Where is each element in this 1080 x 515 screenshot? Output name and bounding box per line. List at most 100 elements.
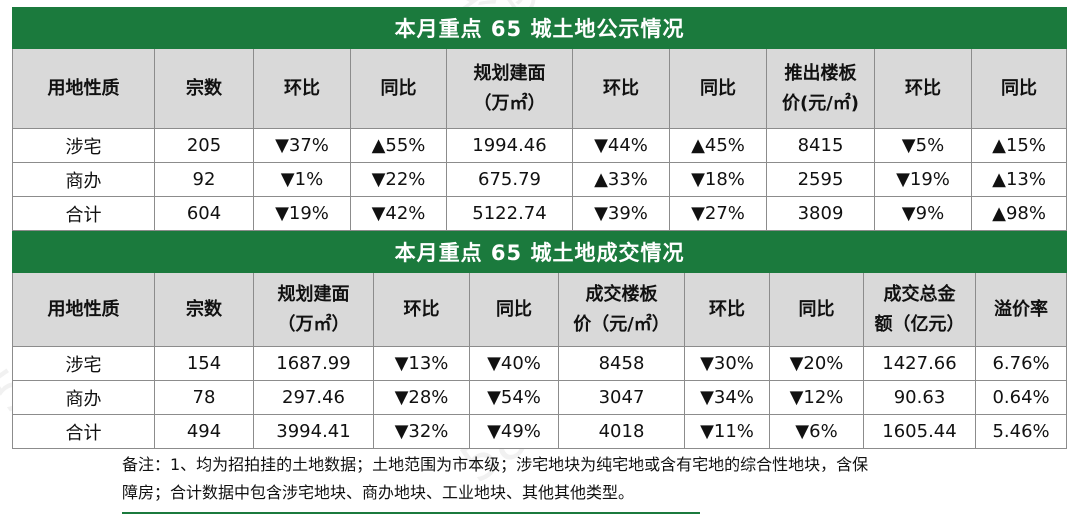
- table-cell: 297.46: [253, 380, 374, 415]
- land-transaction-table: 本月重点 65 城土地成交情况 用地性质 宗数 规划建面 （万㎡） 环比 同比 成交楼板 价（…: [11, 231, 1068, 449]
- table-cell: 6.76%: [974, 346, 1068, 381]
- table-cell: ▲45%: [669, 128, 767, 163]
- column-header-text: 环比: [709, 298, 745, 320]
- column-header-text: 额（亿元）: [874, 313, 965, 335]
- table-cell: ▼13%: [373, 346, 470, 381]
- table-cell: ▼6%: [769, 414, 864, 449]
- table-row: 涉宅 154 1687.99 ▼13% ▼40% 8458 ▼30% ▼20% 1427.66 6…: [12, 346, 1068, 381]
- listing-table-title: 本月重点 65 城土地公示情况: [11, 7, 1068, 49]
- table-cell: 92: [154, 162, 254, 197]
- column-header-text: 环比: [284, 77, 320, 99]
- table-cell: 90.63: [863, 380, 976, 415]
- table-cell: ▲55%: [350, 128, 447, 163]
- column-header-text: 用地性质: [47, 77, 120, 99]
- column-header-text: 规划建面: [473, 62, 546, 84]
- table-cell: 1687.99: [253, 346, 374, 381]
- table-cell: ▼11%: [684, 414, 770, 449]
- table-cell: 涉宅: [12, 128, 155, 163]
- transaction-table-title: 本月重点 65 城土地成交情况: [11, 231, 1068, 273]
- table-row: 涉宅 205 ▼37% ▲55% 1994.46 ▼44% ▲45% 8415 ▼5% ▲15%: [12, 128, 1068, 163]
- table-cell: ▲15%: [970, 128, 1068, 163]
- table-cell: ▼32%: [373, 414, 470, 449]
- transaction-body: 涉宅 154 1687.99 ▼13% ▼40% 8458 ▼30% ▼20% 1427.66 6…: [12, 346, 1068, 449]
- table-row: 商办 92 ▼1% ▼22% 675.79 ▲33% ▼18% 2595 ▼19% ▲13%: [12, 162, 1068, 197]
- transaction-header-row: 用地性质 宗数 规划建面 （万㎡） 环比 同比 成交楼板 价（元/㎡） 环比 同比 成交总金 额（亿元…: [12, 272, 1068, 347]
- column-header-text: 成交总金: [883, 283, 956, 305]
- column-header-text: 同比: [380, 77, 417, 99]
- column-header-text: 宗数: [186, 77, 222, 99]
- report-tables: 本月重点 65 城土地公示情况 用地性质 宗数 环比 同比 规划建面 （万㎡） 环比 同比 推出…: [11, 7, 1068, 449]
- column-header: 宗数: [154, 272, 254, 347]
- column-header-text: 价（元/㎡）: [573, 313, 670, 335]
- table-cell: 3809: [766, 196, 875, 231]
- column-header-text: 价(元/㎡): [781, 92, 860, 114]
- table-cell: 0.64%: [974, 380, 1068, 415]
- table-cell: ▼20%: [769, 346, 864, 381]
- table-cell: ▼37%: [253, 128, 351, 163]
- column-header: 同比: [669, 48, 767, 129]
- table-cell: 5122.74: [446, 196, 573, 231]
- table-cell: ▼9%: [874, 196, 972, 231]
- column-header-text: 成交楼板: [585, 283, 658, 305]
- table-cell: ▲13%: [970, 162, 1068, 197]
- column-header: 环比: [874, 48, 972, 129]
- footnote-line-2: 障房；合计数据中包含涉宅地块、商办地块、工业地块、其他其他类型。: [122, 483, 635, 502]
- table-cell: 1427.66: [863, 346, 976, 381]
- table-cell: ▼27%: [669, 196, 767, 231]
- table-cell: 8458: [558, 346, 685, 381]
- listing-header-row: 用地性质 宗数 环比 同比 规划建面 （万㎡） 环比 同比 推出楼板 价(元/㎡) 环比 同比: [12, 48, 1068, 129]
- land-listing-table: 本月重点 65 城土地公示情况 用地性质 宗数 环比 同比 规划建面 （万㎡） 环比 同比 推出…: [11, 7, 1068, 231]
- column-header: 推出楼板价(元/㎡): [766, 48, 875, 129]
- table-cell: ▼49%: [469, 414, 559, 449]
- table-cell: 涉宅: [12, 346, 155, 381]
- column-header: 溢价率: [974, 272, 1068, 347]
- table-cell: ▼39%: [572, 196, 670, 231]
- table-cell: ▼30%: [684, 346, 770, 381]
- column-header: 成交楼板价（元/㎡）: [558, 272, 685, 347]
- table-cell: 合计: [12, 414, 155, 449]
- column-header-text: 同比: [700, 77, 736, 99]
- table-cell: ▼18%: [669, 162, 767, 197]
- table-cell: ▼22%: [350, 162, 447, 197]
- column-header: 成交总金额（亿元）: [863, 272, 976, 347]
- table-cell: 4018: [558, 414, 685, 449]
- table-cell: 1994.46: [446, 128, 573, 163]
- table-cell: ▼34%: [684, 380, 770, 415]
- column-header-text: （万㎡）: [277, 313, 350, 335]
- column-header: 规划建面 （万㎡）: [446, 48, 573, 129]
- table-cell: ▲98%: [970, 196, 1068, 231]
- column-header: 用地性质: [12, 48, 155, 129]
- footnote-underline: [122, 512, 700, 514]
- column-header: 同比: [769, 272, 864, 347]
- table-row: 商办 78 297.46 ▼28% ▼54% 3047 ▼34% ▼12% 90.63 0.64%: [12, 380, 1068, 415]
- table-cell: ▼19%: [253, 196, 351, 231]
- column-header-text: 环比: [603, 77, 639, 99]
- table-cell: 8415: [766, 128, 875, 163]
- table-cell: ▼5%: [874, 128, 972, 163]
- table-cell: 1605.44: [863, 414, 976, 449]
- table-cell: 78: [154, 380, 254, 415]
- table-cell: 3047: [558, 380, 685, 415]
- column-header-text: 规划建面: [277, 283, 350, 305]
- table-cell: 5.46%: [974, 414, 1068, 449]
- footnote-line-1: 备注：1、均为招拍挂的土地数据；土地范围为市本级；涉宅地块为纯宅地或含有宅地的综…: [122, 455, 869, 474]
- table-cell: ▼12%: [769, 380, 864, 415]
- table-row: 合计 494 3994.41 ▼32% ▼49% 4018 ▼11% ▼6% 1605.44 5.…: [12, 414, 1068, 449]
- column-header-text: 推出楼板: [784, 62, 857, 84]
- column-header-text: 溢价率: [994, 298, 1049, 320]
- table-row: 合计 604 ▼19% ▼42% 5122.74 ▼39% ▼27% 3809 ▼9% ▲98%: [12, 196, 1068, 231]
- column-header: 环比: [373, 272, 470, 347]
- table-cell: ▼28%: [373, 380, 470, 415]
- table-cell: 604: [154, 196, 254, 231]
- table-cell: ▼44%: [572, 128, 670, 163]
- table-cell: ▼19%: [874, 162, 972, 197]
- table-cell: 2595: [766, 162, 875, 197]
- column-header-text: （万㎡）: [473, 92, 546, 114]
- column-header-text: 宗数: [186, 298, 222, 320]
- column-header: 同比: [469, 272, 559, 347]
- table-cell: ▼42%: [350, 196, 447, 231]
- table-cell: 205: [154, 128, 254, 163]
- column-header: 环比: [572, 48, 670, 129]
- column-header-text: 同比: [496, 298, 532, 320]
- footnote: 备注：1、均为招拍挂的土地数据；土地范围为市本级；涉宅地块为纯宅地或含有宅地的综…: [122, 451, 962, 507]
